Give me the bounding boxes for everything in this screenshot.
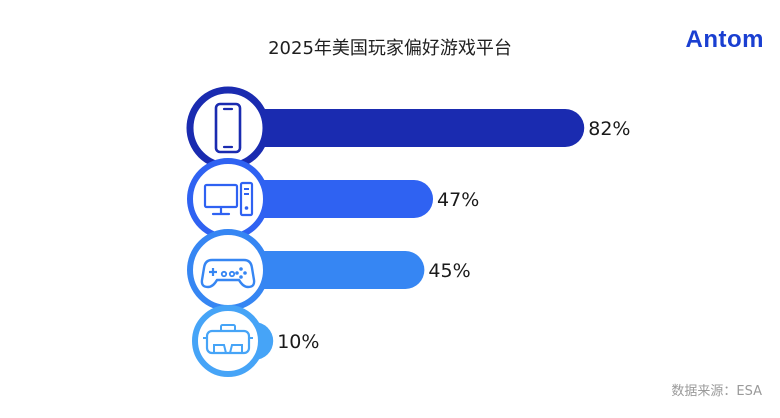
icon-circle-vr [192,305,264,377]
desktop-pc-icon [203,181,254,217]
icon-circle-pc [187,158,269,240]
icon-circle-smartphone [186,86,270,170]
value-label-console: 45% [428,260,470,282]
vr-headset-icon [203,324,253,355]
antom-logo: Antom [685,26,764,53]
value-label-smartphone: 82% [588,118,630,140]
icon-circle-console [187,229,269,311]
value-label-vr: 10% [277,331,319,353]
smartphone-icon [214,102,242,154]
bar-smartphone [211,109,585,147]
source-note: 数据来源：ESA [671,384,762,399]
gamepad-icon [200,258,256,289]
chart-title: 2025年美国玩家偏好游戏平台 [268,38,512,59]
value-label-pc: 47% [437,189,479,211]
